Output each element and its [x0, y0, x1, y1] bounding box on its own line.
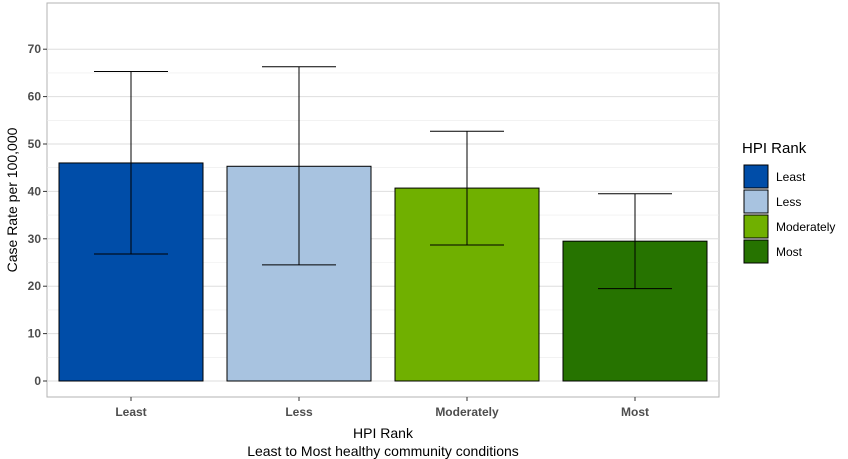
y-tick-label: 50: [28, 137, 42, 151]
y-tick-label: 40: [28, 184, 42, 198]
y-tick-label: 10: [28, 327, 42, 341]
legend-key-moderately: [743, 214, 769, 239]
legend-title: HPI Rank: [742, 140, 807, 157]
x-tick-label: Moderately: [435, 405, 499, 419]
legend-key-less: [743, 189, 769, 214]
bars: [58, 162, 708, 382]
legend-label: Least: [776, 170, 806, 184]
x-axis-subtitle: Least to Most healthy community conditio…: [247, 443, 519, 459]
x-axis-ticks: Least Less Moderately Most: [115, 397, 649, 419]
legend-label: Moderately: [776, 220, 835, 234]
y-tick-label: 0: [34, 374, 41, 388]
x-tick-label: Less: [285, 405, 313, 419]
legend-label: Less: [776, 195, 801, 209]
y-axis-ticks: 0 10 20 30 40 50 60 70: [28, 42, 47, 388]
y-axis-title: Case Rate per 100,000: [4, 127, 20, 272]
legend-key-least: [743, 164, 769, 189]
legend-key-most: [743, 239, 769, 264]
x-tick-label: Most: [621, 405, 649, 419]
x-axis-title: HPI Rank: [353, 425, 414, 441]
x-tick-label: Least: [115, 405, 146, 419]
y-tick-label: 70: [28, 42, 42, 56]
legend-label: Most: [776, 245, 803, 259]
y-tick-label: 20: [28, 279, 42, 293]
error-bars: [94, 66, 672, 290]
y-tick-label: 30: [28, 232, 42, 246]
legend: HPI Rank Least Less Moderately Most: [742, 140, 835, 264]
y-tick-label: 60: [28, 90, 42, 104]
